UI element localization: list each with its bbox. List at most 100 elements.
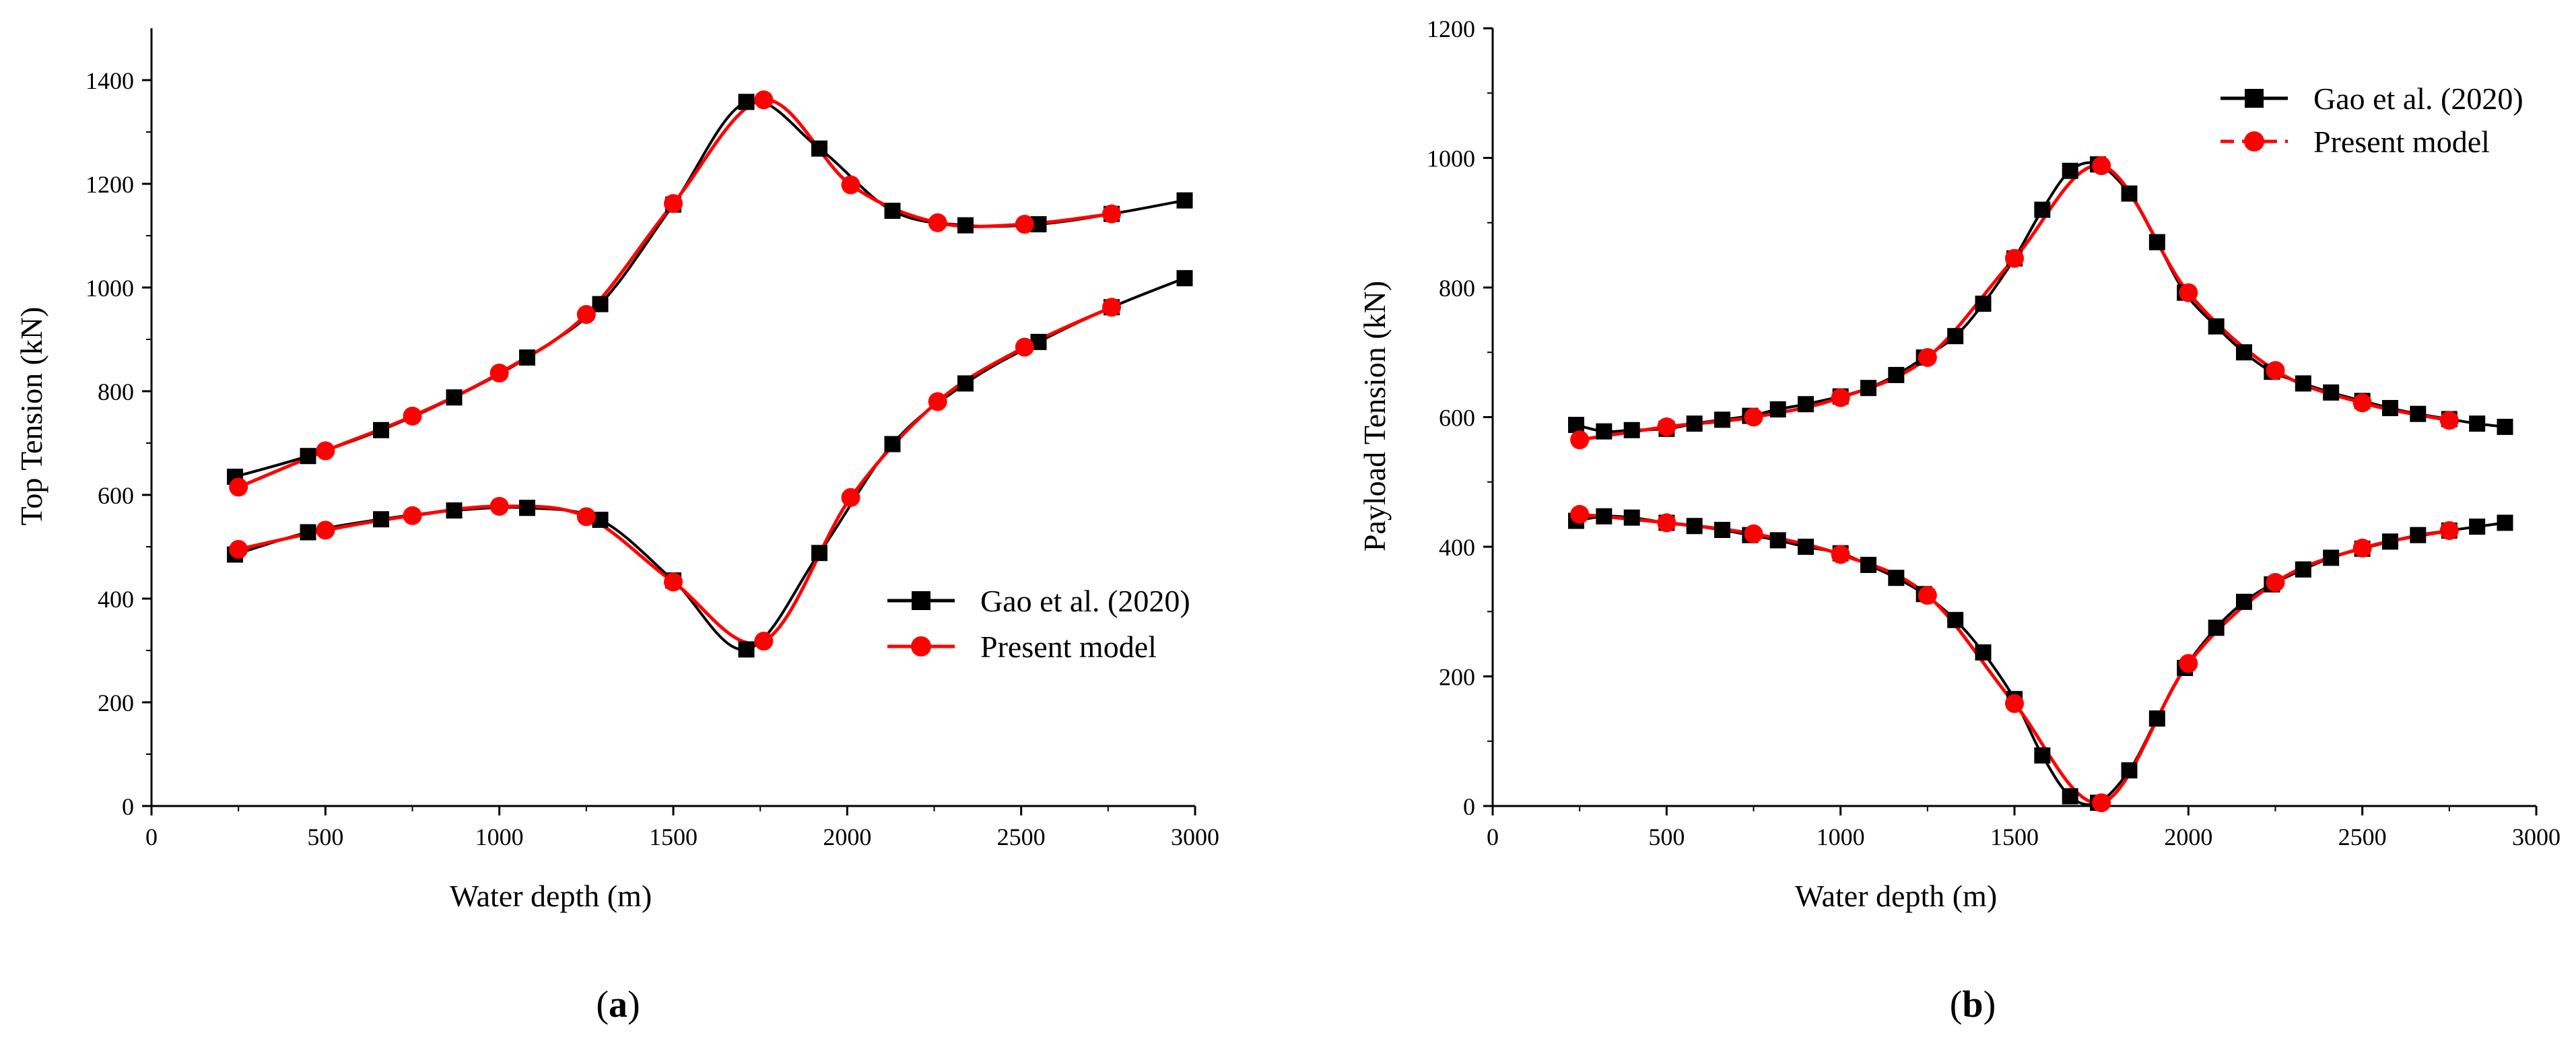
data-point-square <box>2208 619 2225 636</box>
legend-marker-square <box>912 591 930 610</box>
legend-a: Gao et al. (2020) Present model <box>887 584 1190 664</box>
data-point-circle <box>2092 793 2111 813</box>
data-point-circle <box>1657 417 1676 436</box>
data-point-square <box>957 217 974 234</box>
data-point-circle <box>403 406 422 426</box>
data-point-circle <box>403 506 422 525</box>
data-point-circle <box>841 175 860 195</box>
x-tick-label: 500 <box>307 824 343 850</box>
y-axis-label: Payload Tension (kN) <box>1357 281 1392 551</box>
x-tick-label: 3000 <box>2512 824 2561 850</box>
data-point-square <box>2148 234 2165 250</box>
data-point-square <box>373 511 389 528</box>
data-point-circle <box>2179 654 2198 673</box>
chart-panel-b: 0 500 1000 1500 2000 2500 3000 0 200 400 600 800 100… <box>1357 15 2561 1026</box>
x-tick-label: 2500 <box>2338 824 2387 850</box>
data-point-circle <box>2005 694 2024 713</box>
data-point-square <box>1176 192 1193 209</box>
chart-panel-a: 0 500 1000 1500 2000 2500 3000 0 200 400 600 800 100… <box>14 28 1219 1026</box>
y-tick-label: 400 <box>98 586 134 613</box>
x-tick-label: 0 <box>1487 824 1499 850</box>
curves-b <box>1575 161 2505 807</box>
data-point-circle <box>2266 361 2285 380</box>
data-point-square <box>1623 509 1640 526</box>
data-point-circle <box>2179 283 2198 302</box>
data-point-square <box>1596 508 1613 525</box>
series-line-1-branch-1 <box>234 99 1185 478</box>
data-point-square <box>1714 521 1730 538</box>
series-line-2-branch-2 <box>1579 512 2450 805</box>
data-point-square <box>2410 527 2427 543</box>
x-tick-label: 2500 <box>997 824 1046 850</box>
x-tick-label: 1500 <box>649 824 698 850</box>
data-point-square <box>2497 418 2513 435</box>
x-tick-label: 1500 <box>1990 824 2039 850</box>
y-axis-label: Top Tension (kN) <box>14 307 48 526</box>
data-point-circle <box>1102 298 1121 317</box>
data-point-circle <box>664 194 683 213</box>
markers-a <box>227 90 1193 658</box>
y-tick-label: 800 <box>1439 275 1475 302</box>
data-point-square <box>2208 318 2225 335</box>
x-tick-label: 2000 <box>823 824 871 850</box>
data-point-square <box>519 500 535 516</box>
data-point-square <box>1798 539 1814 555</box>
data-point-square <box>2323 384 2340 401</box>
data-point-square <box>1947 328 1964 345</box>
legend-label-series-1: Gao et al. (2020) <box>2313 81 2523 116</box>
data-point-circle <box>229 477 248 497</box>
x-tick-label: 1000 <box>475 824 524 850</box>
y-tick-label: 1000 <box>86 275 134 302</box>
axes-frame-b <box>1483 27 2538 815</box>
data-point-square <box>2323 549 2340 566</box>
data-point-square <box>2236 593 2252 610</box>
data-point-square <box>2295 375 2311 392</box>
data-point-square <box>1686 415 1703 432</box>
legend-b: Gao et al. (2020) Present model <box>2221 81 2523 159</box>
x-tick-label: 2000 <box>2164 824 2212 850</box>
data-point-square <box>1888 366 1905 383</box>
tick-labels-a: 0 500 1000 1500 2000 2500 3000 0 200 400 600 800 100… <box>86 67 1219 850</box>
data-point-square <box>2236 344 2252 361</box>
panel-caption-a: (a) <box>596 984 640 1026</box>
data-point-circle <box>2266 572 2285 592</box>
x-tick-label: 500 <box>1648 824 1685 850</box>
data-point-square <box>1769 532 1786 549</box>
data-point-square <box>300 448 316 465</box>
data-point-circle <box>928 213 947 232</box>
y-tick-label: 0 <box>1463 793 1475 820</box>
data-point-circle <box>576 507 596 527</box>
series-line-2-branch-1 <box>1579 164 2450 442</box>
x-axis-label: Water depth (m) <box>1795 879 1997 913</box>
data-point-square <box>1623 422 1640 438</box>
data-point-circle <box>1015 337 1034 357</box>
data-point-circle <box>1102 204 1121 224</box>
data-point-square <box>884 203 901 220</box>
data-point-circle <box>1570 504 1590 524</box>
series-line-2-branch-1 <box>238 98 1112 489</box>
data-point-square <box>446 502 463 519</box>
y-tick-label: 200 <box>98 690 134 716</box>
data-point-circle <box>229 539 248 559</box>
data-point-circle <box>2439 411 2459 430</box>
data-point-circle <box>1918 347 1937 367</box>
data-point-circle <box>576 305 596 325</box>
data-point-square <box>2034 747 2051 764</box>
data-point-square <box>738 641 755 658</box>
data-point-circle <box>1570 430 1590 450</box>
data-point-circle <box>1831 545 1850 564</box>
x-axis-label: Water depth (m) <box>450 879 652 913</box>
data-point-circle <box>316 520 335 540</box>
legend-marker-circle <box>911 636 931 657</box>
y-tick-label: 600 <box>1439 405 1475 432</box>
data-point-square <box>1888 570 1905 586</box>
y-tick-label: 1000 <box>1427 145 1475 172</box>
data-point-square <box>519 349 535 366</box>
y-tick-label: 800 <box>98 378 134 405</box>
y-tick-label: 200 <box>1439 664 1475 691</box>
data-point-square <box>2469 518 2486 535</box>
data-point-square <box>2382 533 2398 550</box>
x-tick-label: 1000 <box>1817 824 1865 850</box>
panel-caption-b: (b) <box>1950 984 1996 1026</box>
x-tick-label: 0 <box>145 824 158 850</box>
